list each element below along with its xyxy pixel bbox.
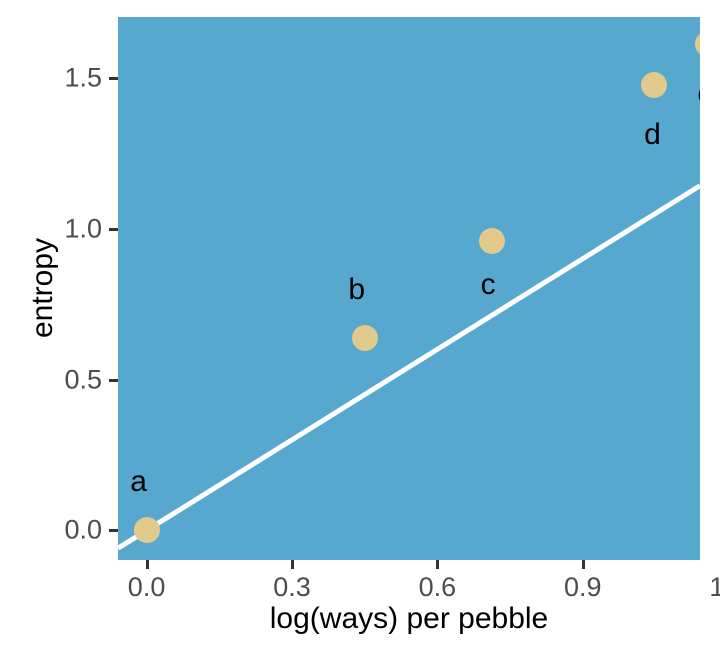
y-tick-mark-2 bbox=[109, 227, 118, 231]
y-tick-label-2: 1.0 bbox=[64, 213, 102, 244]
trend-line bbox=[118, 183, 700, 551]
data-point-a bbox=[133, 517, 160, 544]
point-label-e: e bbox=[697, 78, 700, 109]
x-tick-mark-2 bbox=[436, 560, 440, 569]
panel-background bbox=[118, 17, 700, 560]
x-tick-label-1: 0.3 bbox=[273, 572, 311, 602]
data-point-b bbox=[351, 324, 378, 351]
data-point-d bbox=[641, 71, 668, 98]
point-label-d: d bbox=[644, 117, 661, 151]
x-tick-mark-0 bbox=[145, 560, 149, 569]
data-point-c bbox=[479, 228, 506, 255]
y-tick-label-3: 1.5 bbox=[64, 62, 102, 93]
point-label-a: a bbox=[130, 465, 147, 499]
x-tick-label-4: 1.2 bbox=[709, 572, 720, 602]
x-tick-mark-3 bbox=[581, 560, 585, 569]
y-tick-mark-3 bbox=[109, 76, 118, 80]
y-tick-label-1: 0.5 bbox=[64, 364, 102, 394]
y-tick-mark-1 bbox=[109, 378, 118, 382]
x-axis-title: log(ways) per pebble bbox=[269, 602, 549, 635]
data-point-e bbox=[694, 30, 700, 57]
plot-panel: a b c d e bbox=[118, 17, 700, 560]
y-tick-mark-0 bbox=[109, 529, 118, 533]
point-label-c: c bbox=[480, 268, 496, 302]
y-axis-title: entropy bbox=[26, 237, 59, 339]
x-tick-label-2: 0.6 bbox=[418, 572, 457, 602]
x-tick-label-0: 0.0 bbox=[127, 572, 166, 602]
y-tick-label-0: 0.0 bbox=[64, 514, 102, 545]
x-tick-mark-1 bbox=[290, 560, 294, 569]
point-label-b: b bbox=[348, 272, 365, 306]
x-tick-label-3: 0.9 bbox=[563, 572, 602, 602]
